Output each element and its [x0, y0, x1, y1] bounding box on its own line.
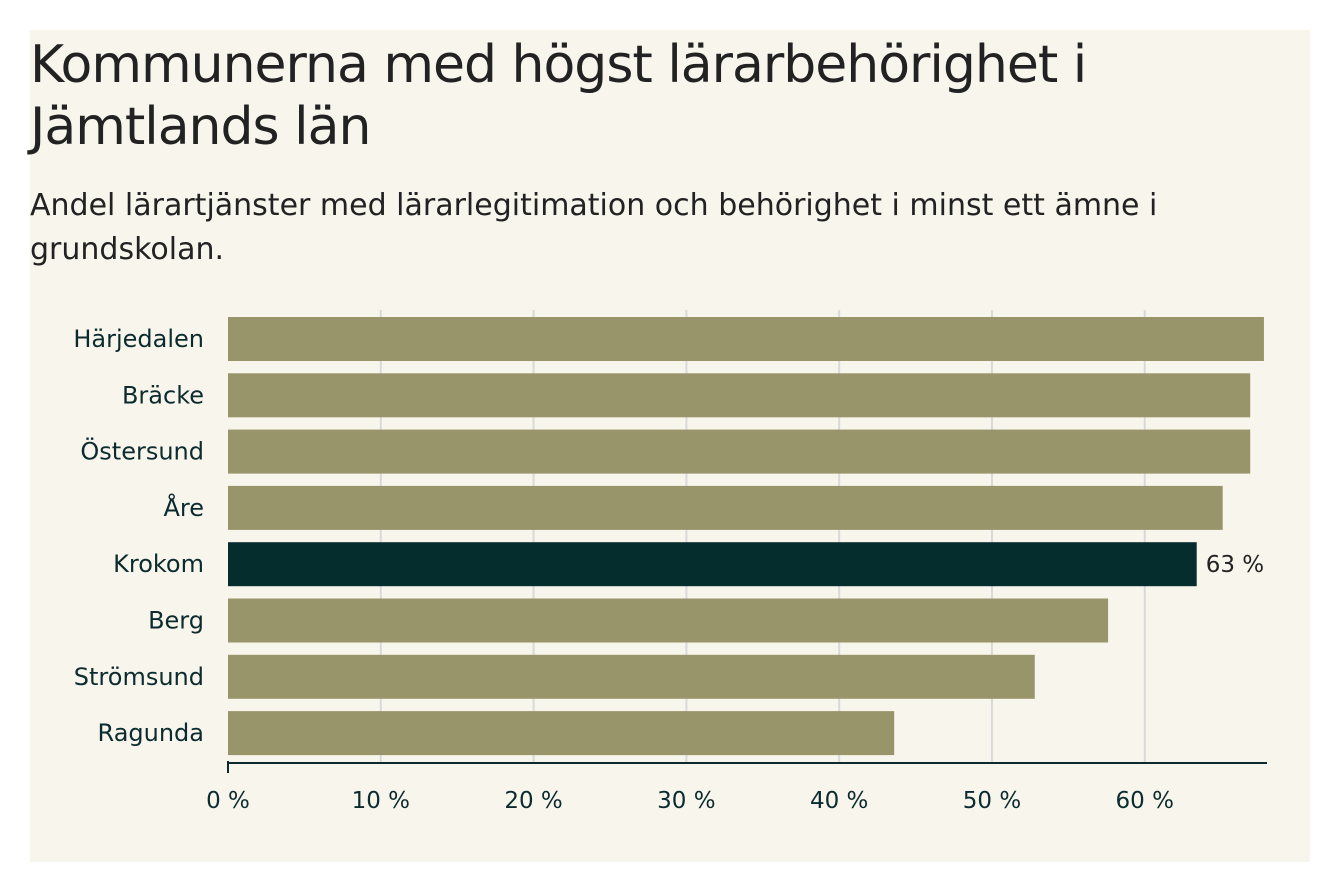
category-label-6: Strömsund [74, 663, 204, 691]
bar-4 [228, 542, 1197, 587]
category-label-0: Härjedalen [73, 325, 204, 353]
bar-2 [228, 429, 1251, 474]
bar-chart: Härjedalen Bräcke Östersund Åre Krokom Berg St… [73, 310, 1267, 814]
x-tick-label-6: 60 % [1116, 788, 1174, 814]
bar-3 [228, 485, 1223, 530]
category-label-2: Östersund [80, 437, 204, 466]
chart-subtitle: Andel lärartjänster med lärarlegitimatio… [30, 188, 1158, 267]
category-label-7: Ragunda [98, 719, 204, 747]
x-tick-label-5: 50 % [963, 788, 1021, 814]
x-tick-label-3: 30 % [657, 788, 715, 814]
data-label-0: 63 % [1206, 552, 1264, 578]
category-label-3: Åre [163, 493, 204, 522]
x-tick-label-4: 40 % [810, 788, 868, 814]
bar-5 [228, 598, 1109, 643]
category-label-4: Krokom [113, 550, 204, 578]
bar-0 [228, 317, 1264, 361]
chart-card: Kommunerna med högst lärarbehörighet i J… [30, 30, 1310, 862]
x-tick-label-0: 0 % [206, 788, 250, 814]
category-label-5: Berg [148, 607, 204, 635]
x-tick-label-1: 10 % [352, 788, 410, 814]
chart-title: Kommunerna med högst lärarbehörighet i J… [30, 35, 1087, 157]
bar-6 [228, 654, 1035, 699]
bar-7 [228, 711, 895, 756]
x-tick-label-2: 20 % [504, 788, 562, 814]
category-label-1: Bräcke [122, 381, 204, 409]
bar-1 [228, 373, 1251, 418]
